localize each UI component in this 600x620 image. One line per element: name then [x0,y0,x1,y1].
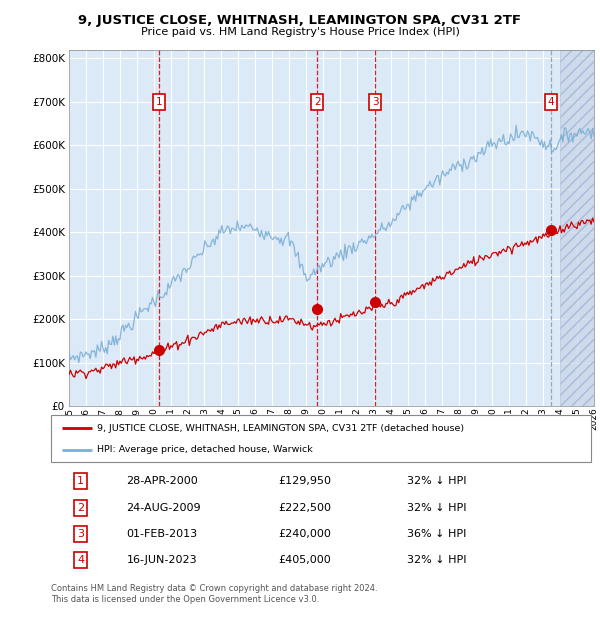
Text: 24-AUG-2009: 24-AUG-2009 [127,503,201,513]
Text: HPI: Average price, detached house, Warwick: HPI: Average price, detached house, Warw… [97,445,313,454]
Text: Contains HM Land Registry data © Crown copyright and database right 2024.: Contains HM Land Registry data © Crown c… [51,584,377,593]
Text: Price paid vs. HM Land Registry's House Price Index (HPI): Price paid vs. HM Land Registry's House … [140,27,460,37]
Text: 36% ↓ HPI: 36% ↓ HPI [407,529,467,539]
Text: 4: 4 [548,97,554,107]
Text: 28-APR-2000: 28-APR-2000 [127,476,199,486]
Text: £129,950: £129,950 [278,476,331,486]
Text: 32% ↓ HPI: 32% ↓ HPI [407,476,467,486]
Text: £240,000: £240,000 [278,529,331,539]
Text: This data is licensed under the Open Government Licence v3.0.: This data is licensed under the Open Gov… [51,595,319,604]
Text: £405,000: £405,000 [278,556,331,565]
Text: 01-FEB-2013: 01-FEB-2013 [127,529,198,539]
Text: 16-JUN-2023: 16-JUN-2023 [127,556,197,565]
Text: 1: 1 [77,476,84,486]
FancyBboxPatch shape [51,415,591,462]
Text: 32% ↓ HPI: 32% ↓ HPI [407,503,467,513]
Text: 9, JUSTICE CLOSE, WHITNASH, LEAMINGTON SPA, CV31 2TF (detached house): 9, JUSTICE CLOSE, WHITNASH, LEAMINGTON S… [97,424,464,433]
Text: 3: 3 [372,97,379,107]
Text: 2: 2 [314,97,320,107]
Text: 2: 2 [77,503,84,513]
Text: 9, JUSTICE CLOSE, WHITNASH, LEAMINGTON SPA, CV31 2TF: 9, JUSTICE CLOSE, WHITNASH, LEAMINGTON S… [79,14,521,27]
Text: 3: 3 [77,529,84,539]
Bar [560,50,600,406]
Text: 32% ↓ HPI: 32% ↓ HPI [407,556,467,565]
Text: 1: 1 [156,97,163,107]
Text: 4: 4 [77,556,84,565]
Text: £222,500: £222,500 [278,503,331,513]
